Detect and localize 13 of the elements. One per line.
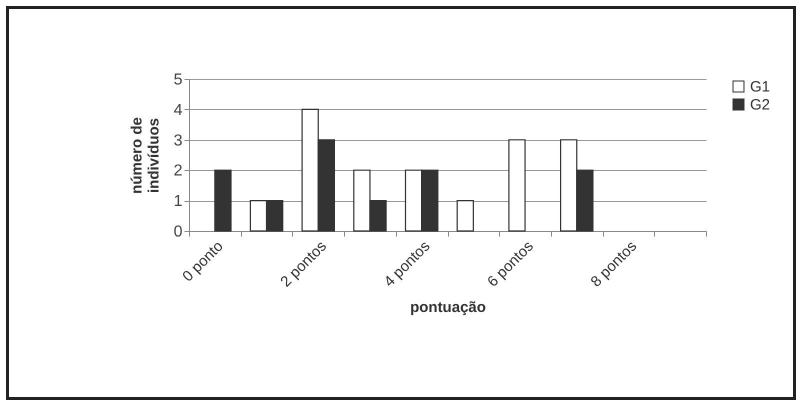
y-tick-label: 1 (174, 193, 183, 210)
y-tick-label: 3 (174, 132, 183, 150)
y-tick-label: 4 (174, 102, 183, 119)
bar (456, 200, 474, 232)
y-axis-title: número de indivíduos (128, 117, 163, 194)
y-tick-label: 2 (174, 162, 183, 180)
y-tick-label: 0 (174, 224, 183, 240)
legend-label: G2 (750, 96, 770, 114)
x-axis-title: pontuação (410, 298, 486, 316)
y-tick-label: 5 (174, 72, 183, 88)
bar (214, 170, 232, 232)
legend-label: G1 (750, 78, 770, 96)
bar (508, 139, 526, 232)
